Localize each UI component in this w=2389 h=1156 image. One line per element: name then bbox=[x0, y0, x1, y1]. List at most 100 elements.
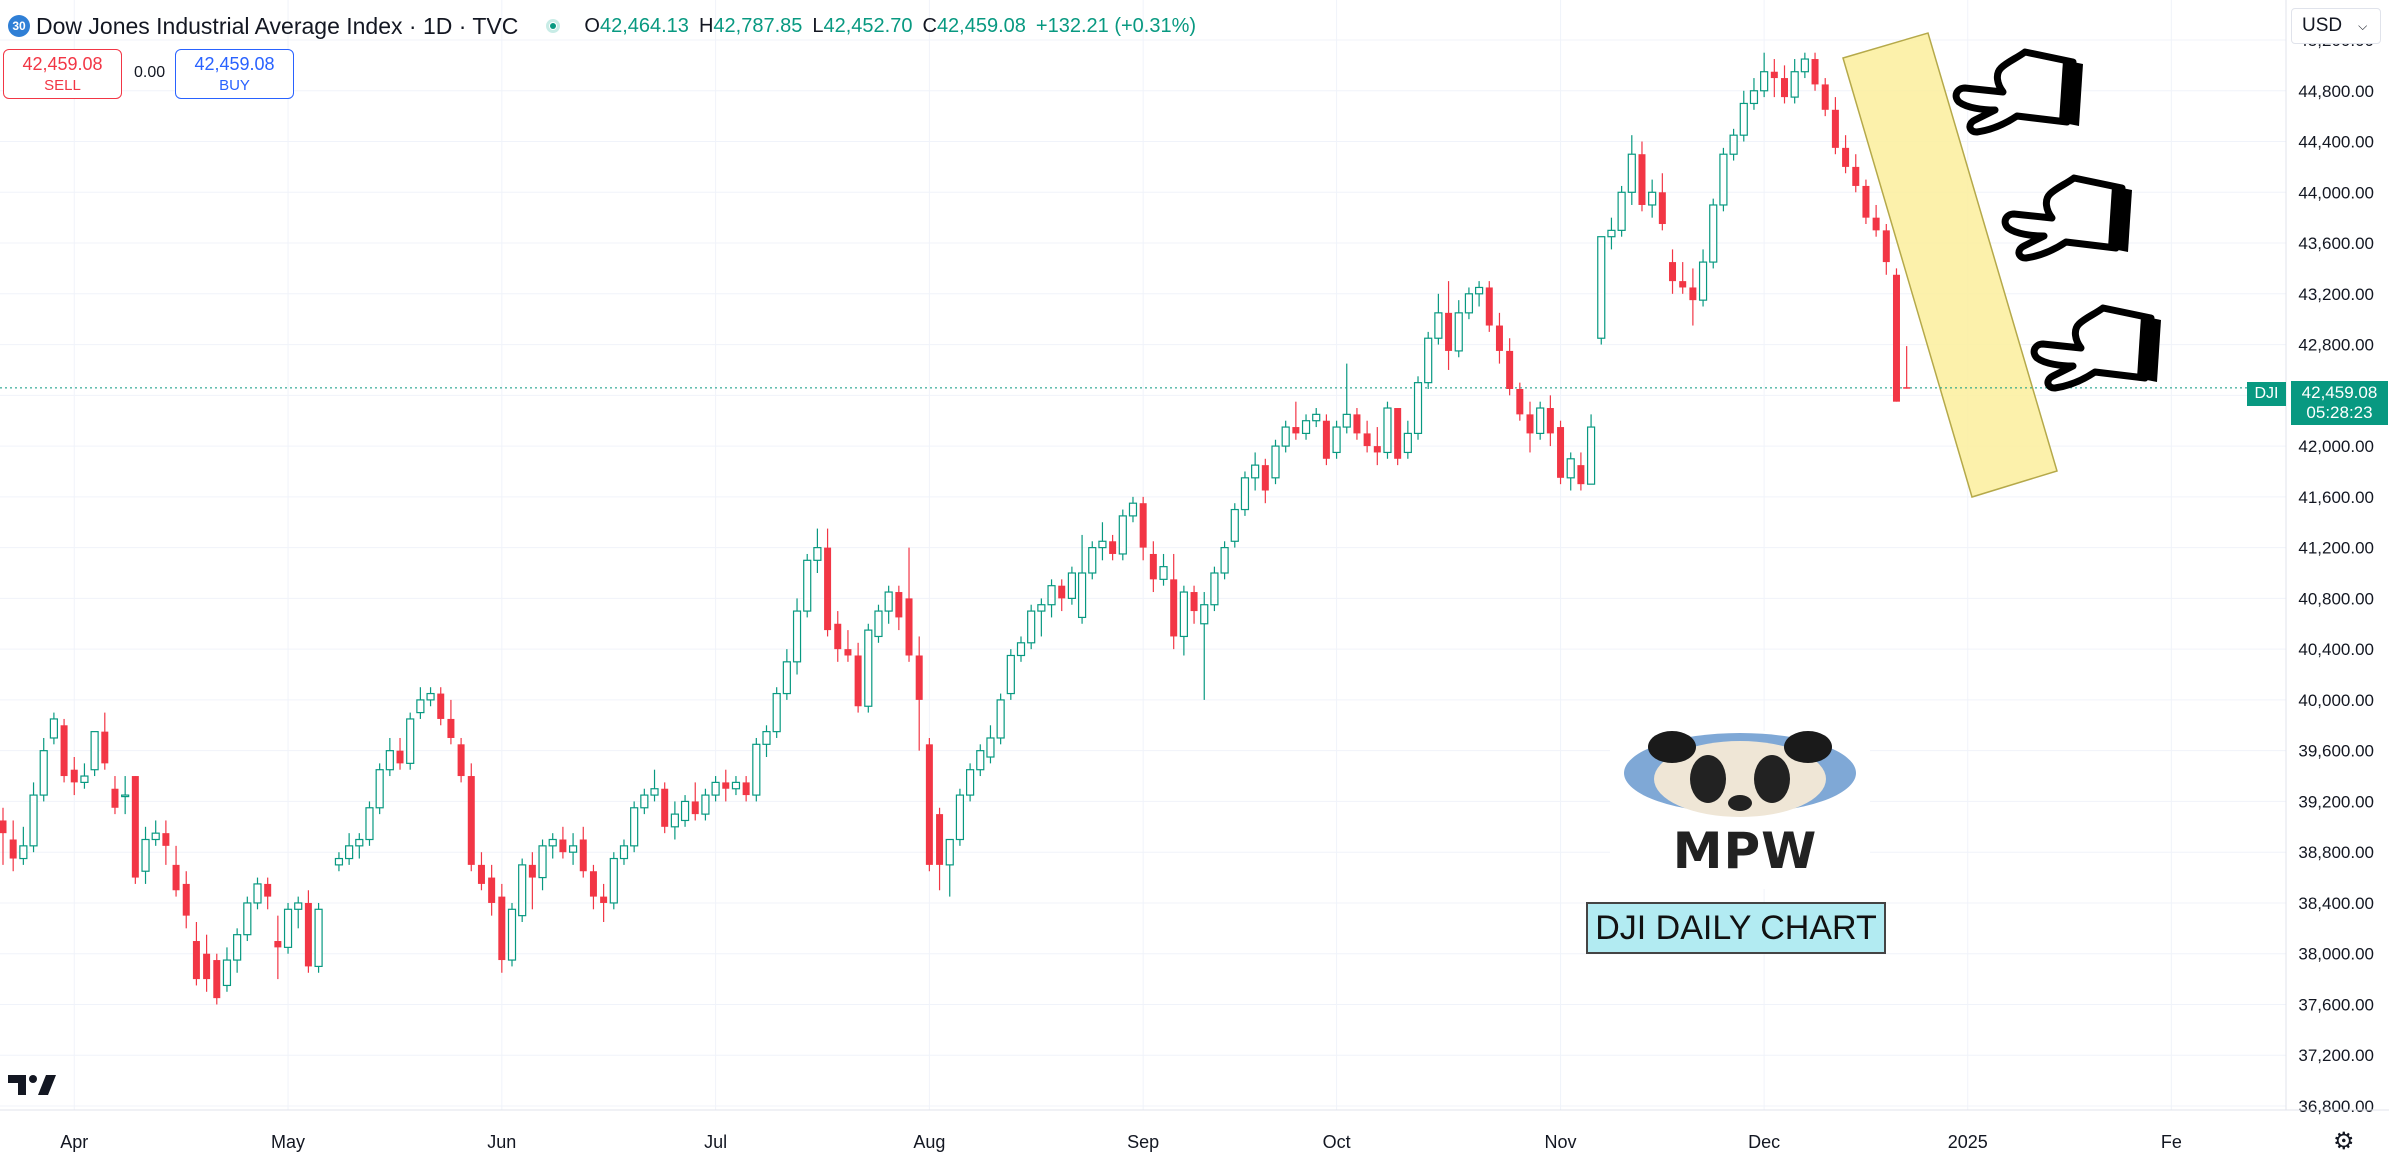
candle[interactable] bbox=[467, 763, 475, 872]
candle[interactable] bbox=[385, 737, 394, 777]
candle[interactable] bbox=[579, 826, 587, 878]
candle[interactable] bbox=[1903, 346, 1911, 389]
candle[interactable] bbox=[274, 915, 282, 980]
candle[interactable] bbox=[222, 947, 232, 992]
candle[interactable] bbox=[192, 921, 200, 986]
candle[interactable] bbox=[1729, 128, 1738, 161]
candle[interactable] bbox=[976, 744, 985, 777]
candle[interactable] bbox=[243, 896, 252, 942]
candle[interactable] bbox=[1077, 534, 1087, 624]
sell-button[interactable]: 42,459.08 SELL bbox=[3, 49, 122, 99]
candle[interactable] bbox=[101, 712, 109, 770]
candle[interactable] bbox=[457, 737, 465, 783]
candle[interactable] bbox=[1821, 78, 1829, 117]
candle[interactable] bbox=[334, 852, 344, 872]
candle[interactable] bbox=[90, 731, 99, 777]
symbol-badge[interactable]: 30 bbox=[8, 15, 30, 37]
currency-select[interactable]: USD ⌵ bbox=[2291, 8, 2381, 44]
buy-button[interactable]: 42,459.08 BUY bbox=[175, 49, 294, 99]
candle[interactable] bbox=[701, 788, 710, 821]
candle[interactable] bbox=[294, 896, 303, 929]
candle[interactable] bbox=[1627, 135, 1636, 205]
candle[interactable] bbox=[528, 852, 536, 910]
candle[interactable] bbox=[1852, 154, 1860, 193]
candle[interactable] bbox=[375, 763, 384, 815]
candle[interactable] bbox=[1230, 503, 1239, 548]
candle[interactable] bbox=[1332, 420, 1341, 459]
candle[interactable] bbox=[1526, 401, 1534, 453]
candle[interactable] bbox=[1190, 585, 1198, 624]
candle[interactable] bbox=[1128, 496, 1138, 523]
candle[interactable] bbox=[1597, 236, 1606, 345]
candle[interactable] bbox=[1292, 401, 1300, 440]
candle[interactable] bbox=[936, 807, 944, 891]
candle[interactable] bbox=[1607, 217, 1616, 250]
candle[interactable] bbox=[447, 699, 455, 745]
candle[interactable] bbox=[70, 757, 78, 796]
candle[interactable] bbox=[630, 801, 639, 853]
candle[interactable] bbox=[1271, 439, 1280, 485]
candle[interactable] bbox=[1546, 395, 1554, 447]
candle[interactable] bbox=[742, 776, 750, 802]
symbol-title[interactable]: Dow Jones Industrial Average Index · 1D … bbox=[36, 12, 519, 39]
candle[interactable] bbox=[60, 718, 68, 783]
candle[interactable] bbox=[1027, 604, 1036, 650]
candle[interactable] bbox=[1240, 471, 1250, 516]
candle[interactable] bbox=[498, 883, 506, 973]
candle[interactable] bbox=[792, 598, 802, 675]
candle[interactable] bbox=[986, 725, 995, 764]
candle[interactable] bbox=[650, 769, 659, 802]
candle[interactable] bbox=[559, 826, 567, 859]
candle[interactable] bbox=[1088, 541, 1097, 580]
candle[interactable] bbox=[111, 776, 119, 815]
candle[interactable] bbox=[1536, 401, 1545, 440]
candle[interactable] bbox=[731, 776, 741, 796]
candle[interactable] bbox=[1749, 78, 1759, 110]
candle[interactable] bbox=[640, 788, 649, 815]
market-status-icon[interactable] bbox=[546, 19, 561, 33]
candle[interactable] bbox=[1760, 52, 1769, 98]
candle[interactable] bbox=[406, 712, 415, 770]
candle[interactable] bbox=[670, 801, 679, 840]
candle[interactable] bbox=[722, 769, 730, 802]
candle[interactable] bbox=[162, 820, 170, 865]
candle[interactable] bbox=[1200, 592, 1209, 700]
candle[interactable] bbox=[834, 611, 842, 662]
candle[interactable] bbox=[884, 585, 893, 624]
candle[interactable] bbox=[1689, 268, 1697, 326]
candle[interactable] bbox=[264, 877, 272, 910]
candle[interactable] bbox=[1842, 135, 1850, 174]
candle[interactable] bbox=[1363, 420, 1371, 453]
candle[interactable] bbox=[1058, 579, 1066, 612]
candle[interactable] bbox=[1281, 420, 1290, 453]
settings-gear-icon[interactable]: ⚙ bbox=[2333, 1128, 2355, 1155]
candle[interactable] bbox=[925, 737, 933, 872]
candle[interactable] bbox=[1485, 281, 1493, 332]
candle[interactable] bbox=[1464, 287, 1474, 320]
candle[interactable] bbox=[1322, 414, 1330, 466]
candle[interactable] bbox=[1118, 509, 1127, 561]
candle[interactable] bbox=[955, 788, 965, 846]
candle[interactable] bbox=[1658, 173, 1666, 231]
candle[interactable] bbox=[1781, 65, 1788, 104]
candle[interactable] bbox=[1648, 179, 1657, 218]
candle[interactable] bbox=[691, 782, 699, 821]
candle[interactable] bbox=[477, 852, 485, 891]
candle[interactable] bbox=[1312, 408, 1321, 428]
candle[interactable] bbox=[80, 763, 89, 789]
candle[interactable] bbox=[589, 864, 597, 910]
candle[interactable] bbox=[1577, 452, 1585, 491]
candle[interactable] bbox=[1139, 496, 1147, 561]
candle[interactable] bbox=[507, 902, 517, 967]
candle[interactable] bbox=[1831, 97, 1839, 155]
candle[interactable] bbox=[600, 883, 608, 922]
candle[interactable] bbox=[1882, 224, 1890, 275]
candle[interactable] bbox=[1862, 179, 1870, 225]
candle[interactable] bbox=[1445, 281, 1453, 370]
candle[interactable] bbox=[1739, 90, 1748, 142]
candle[interactable] bbox=[803, 553, 812, 618]
candle[interactable] bbox=[1516, 382, 1524, 421]
candle[interactable] bbox=[1220, 541, 1229, 580]
candle[interactable] bbox=[1403, 420, 1412, 459]
